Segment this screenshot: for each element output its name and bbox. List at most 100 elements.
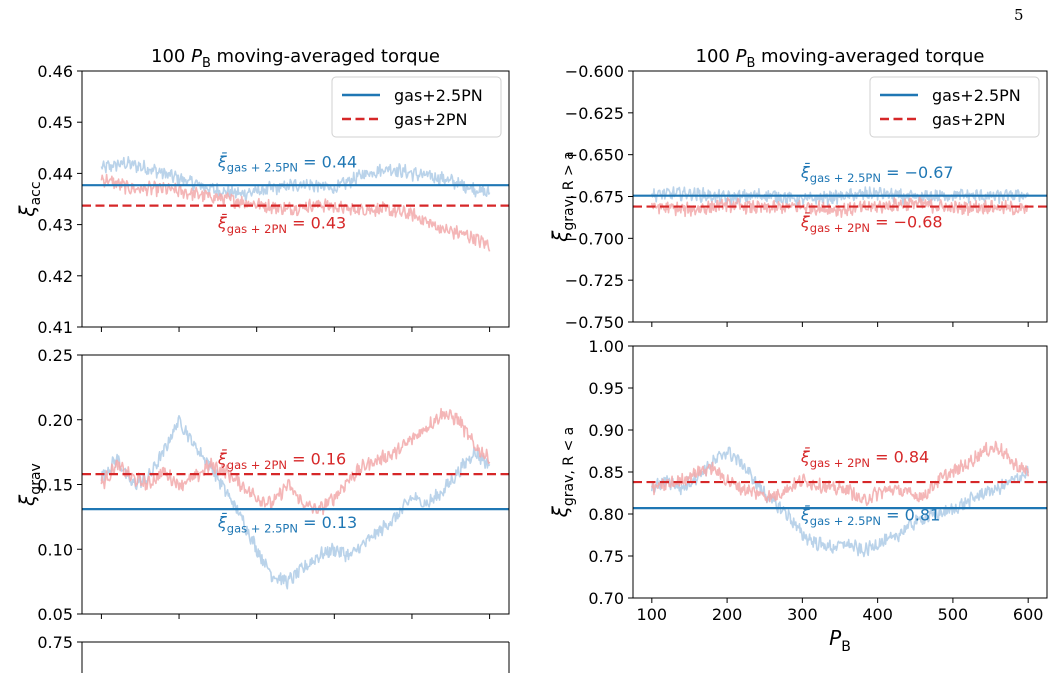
ytick-label: 0.45 [37,113,73,132]
chart-title-symbol: P [736,46,747,67]
ytick-label: 0.75 [37,633,73,652]
xtick-label: 100 [637,605,668,624]
mean-label-gas-2.5PN: ξ̄gas + 2.5PN = 0.44 [217,152,357,174]
xtick-label: 600 [1013,605,1044,624]
page-number: 5 [1014,6,1024,24]
mean-label-gas-2PN: ξ̄gas + 2PN = 0.43 [217,214,346,236]
xtick-label: 500 [938,605,969,624]
mean-label-gas-2PN-tail: = 0.43 [287,214,346,233]
mean-label-gas-2PN-tail: = −0.68 [870,212,943,231]
chart-title-subscript: B [202,56,211,71]
legend-label-gas-2.5PN: gas+2.5PN [932,86,1021,105]
panel-grav_in_right: ξ̄gas + 2.5PN = 0.81ξ̄gas + 2PN = 0.840.… [548,337,1048,655]
mean-label-gas-2.5PN-symbol: ξ̄ [217,513,228,532]
mean-label-gas-2PN: ξ̄gas + 2PN = −0.68 [800,212,943,234]
chart-title-symbol: P [191,46,202,67]
ytick-label: −0.725 [565,271,624,290]
x-axis-label-symbol: P [829,626,842,650]
mean-label-gas-2.5PN-tail: = 0.44 [298,152,357,171]
ytick-label: 0.20 [37,411,73,430]
ytick-label: 1.00 [588,337,624,356]
mean-label-gas-2PN-subscript: gas + 2PN [810,456,870,470]
legend-label-gas-2PN: gas+2PN [394,110,468,129]
ytick-label: 0.85 [588,463,624,482]
mean-label-gas-2.5PN-tail: = −0.67 [881,163,954,182]
mean-label-gas-2PN-symbol: ξ̄ [217,214,228,233]
mean-label-gas-2.5PN-subscript: gas + 2.5PN [227,521,298,535]
ytick-label: 0.90 [588,421,624,440]
mean-label-gas-2.5PN-symbol: ξ̄ [800,163,811,182]
panel-grav_out_right: ξ̄gas + 2.5PN = −0.67ξ̄gas + 2PN = −0.68… [548,46,1048,332]
plot-area [633,186,1047,218]
mean-label-gas-2PN-symbol: ξ̄ [800,447,811,466]
ytick-label: 0.95 [588,379,624,398]
ytick-label: 0.70 [588,589,624,608]
mean-label-gas-2PN: ξ̄gas + 2PN = 0.16 [217,449,346,471]
ytick-label: −0.650 [565,146,624,165]
ytick-label: 0.15 [37,476,73,495]
y-axis-label-subscript: grav [28,463,44,495]
chart-title-tail: moving-averaged torque [755,46,984,67]
mean-label-gas-2.5PN-symbol: ξ̄ [217,152,228,171]
y-axis-label: ξgrav, R < a [548,427,577,519]
ytick-label: 0.41 [37,318,73,337]
mean-label-gas-2.5PN-subscript: gas + 2.5PN [810,514,881,528]
mean-label-gas-2PN-tail: = 0.16 [287,449,346,468]
panel-acc_left: ξ̄gas + 2.5PN = 0.44ξ̄gas + 2PN = 0.430.… [15,46,510,337]
y-axis-label-symbol: ξ [548,230,572,243]
x-axis-label: PB [829,626,851,655]
mean-label-gas-2PN-subscript: gas + 2PN [227,458,287,472]
mean-label-gas-2.5PN-symbol: ξ̄ [800,505,811,524]
plot-area [82,407,509,590]
axes-frame [81,70,510,328]
chart-title-tail: moving-averaged torque [211,46,440,67]
mean-label-gas-2.5PN: ξ̄gas + 2.5PN = 0.13 [217,513,357,535]
ytick-label: 0.43 [37,216,73,235]
y-axis-label: ξgrav, R > a [548,151,577,243]
series-line-gas-2PN [651,440,1029,507]
chart-title: 100 PB moving-averaged torque [696,46,985,71]
y-axis-label: ξgrav [15,463,44,507]
ytick-label: 0.80 [588,505,624,524]
chart-title-lead: 100 [696,46,736,67]
ytick-label: −0.700 [565,229,624,248]
mean-label-gas-2.5PN: ξ̄gas + 2.5PN = 0.81 [800,505,940,527]
legend-box [331,76,502,138]
mean-label-gas-2PN-tail: = 0.84 [870,447,929,466]
ytick-label: −0.675 [565,188,624,207]
ytick-label: −0.600 [565,62,624,81]
xtick-label: 200 [712,605,743,624]
ytick-label: 0.10 [37,540,73,559]
mean-label-gas-2PN-symbol: ξ̄ [800,212,811,231]
mean-label-gas-2PN-symbol: ξ̄ [217,449,228,468]
series-line-gas-2.5PN [651,446,1029,558]
legend-label-gas-2.5PN: gas+2.5PN [394,86,483,105]
legend-box [869,76,1040,138]
mean-label-gas-2PN-subscript: gas + 2PN [810,221,870,235]
y-axis-label-symbol: ξ [15,494,39,507]
chart-title: 100 PB moving-averaged torque [151,46,440,71]
legend-label-gas-2PN: gas+2PN [932,110,1006,129]
y-axis-label-symbol: ξ [15,205,39,218]
ytick-label: −0.625 [565,104,624,123]
ytick-label: −0.750 [565,313,624,332]
ytick-label: 0.75 [588,547,624,566]
xtick-label: 300 [787,605,818,624]
mean-label-gas-2PN-subscript: gas + 2PN [227,222,287,236]
ytick-label: 0.42 [37,267,73,286]
mean-label-gas-2.5PN-subscript: gas + 2.5PN [810,171,881,185]
y-axis-label-subscript: acc [28,181,44,205]
y-axis-label: ξacc [15,181,44,217]
ytick-label: 0.44 [37,164,73,183]
ytick-label: 0.05 [37,605,73,624]
mean-label-gas-2PN: ξ̄gas + 2PN = 0.84 [800,447,929,469]
series-line-gas-2.5PN [100,414,491,590]
series-line-gas-2.5PN [651,186,1029,206]
chart-title-lead: 100 [151,46,191,67]
panel-partial_left: 0.75 [37,633,510,673]
mean-label-gas-2.5PN-tail: = 0.13 [298,513,357,532]
panel-grav_left: ξ̄gas + 2.5PN = 0.13ξ̄gas + 2PN = 0.160.… [15,346,510,624]
mean-label-gas-2.5PN: ξ̄gas + 2.5PN = −0.67 [800,163,954,185]
x-axis-label-subscript: B [841,639,851,655]
